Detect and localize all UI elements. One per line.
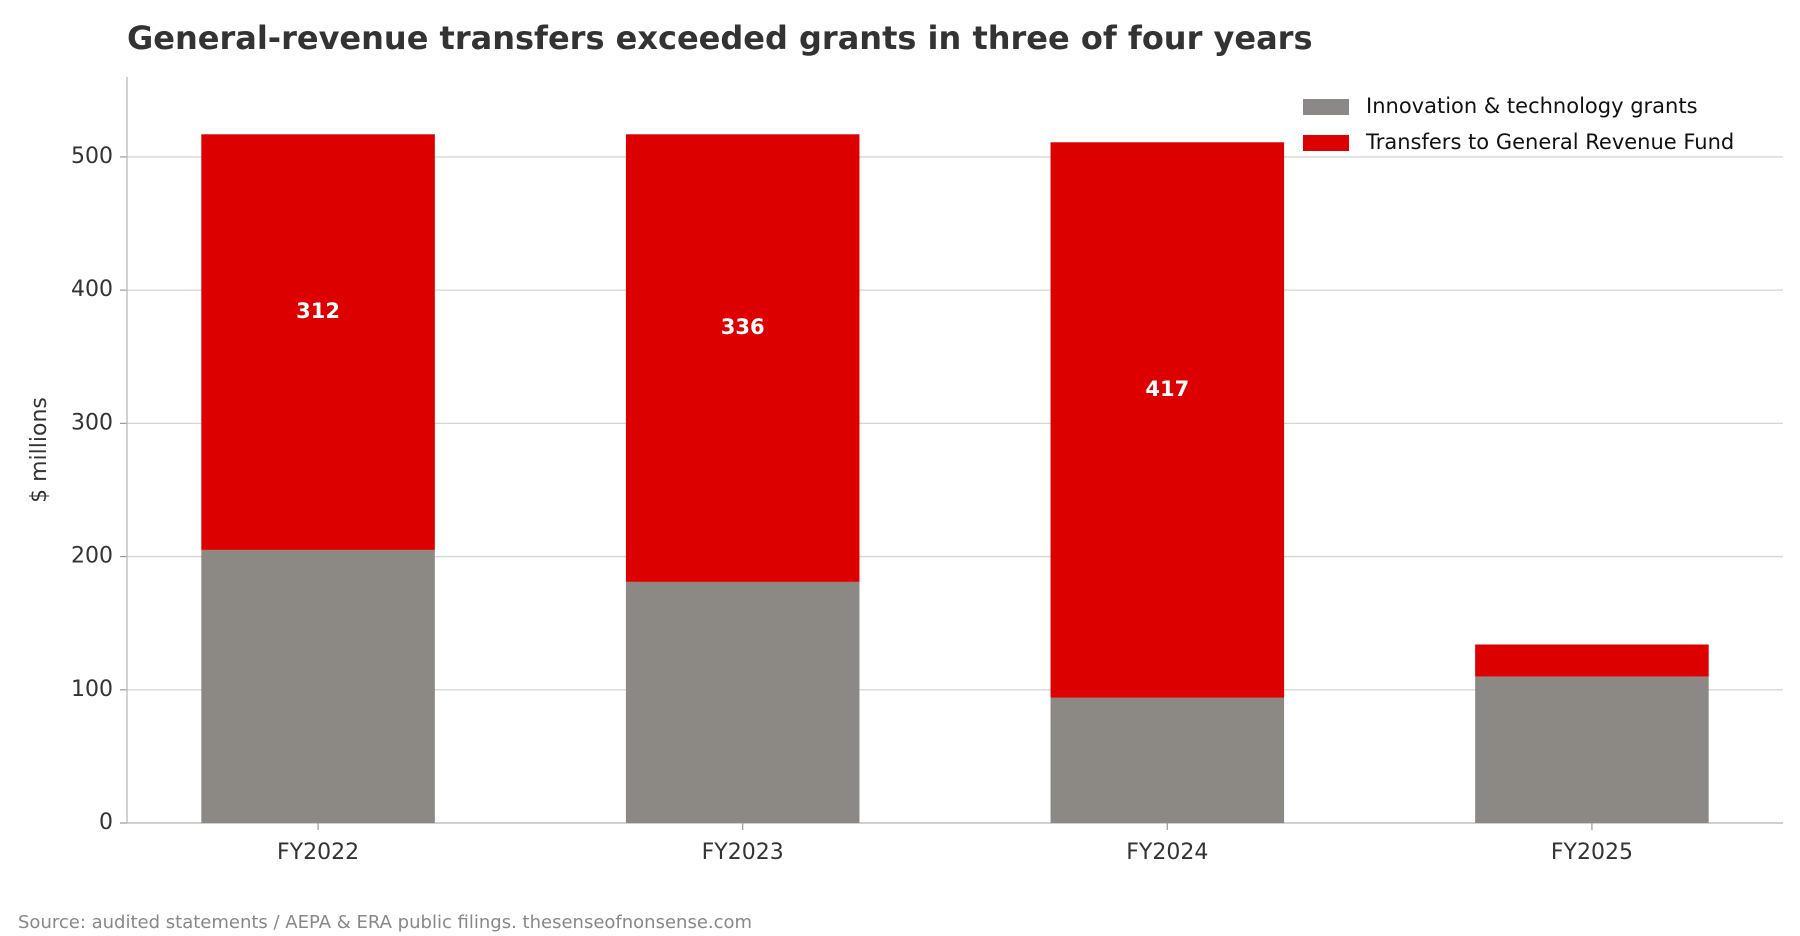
y-tick-label: 300 <box>71 410 113 435</box>
bar-segment <box>1475 644 1709 677</box>
data-label: 312 <box>296 299 340 323</box>
x-tick-label: FY2025 <box>1551 840 1633 865</box>
y-axis-label: $ millions <box>27 397 52 503</box>
bar-segment <box>625 581 860 823</box>
chart-title: General-revenue transfers exceeded grant… <box>127 19 1312 57</box>
bar-segment <box>625 134 860 582</box>
y-tick-label: 200 <box>71 544 113 569</box>
y-tick-label: 0 <box>99 810 113 835</box>
bar-segment <box>201 134 435 550</box>
bar-segment <box>1050 142 1285 698</box>
y-tick-label: 400 <box>71 277 113 302</box>
y-tick-label: 500 <box>71 144 113 169</box>
x-tick-label: FY2022 <box>277 840 359 865</box>
x-tick-label: FY2023 <box>702 840 784 865</box>
data-label: 417 <box>1145 377 1189 401</box>
bar-segment <box>1475 676 1709 823</box>
legend-key <box>1303 135 1349 151</box>
bar-segment <box>1050 697 1285 823</box>
y-tick-label: 100 <box>71 677 113 702</box>
bar-segment <box>201 549 435 823</box>
source-note: Source: audited statements / AEPA & ERA … <box>18 912 752 933</box>
legend-label: Transfers to General Revenue Fund <box>1365 130 1734 154</box>
data-label: 336 <box>721 315 765 339</box>
legend-label: Innovation & technology grants <box>1366 94 1698 118</box>
x-tick-label: FY2024 <box>1126 840 1208 865</box>
legend-key <box>1303 99 1349 115</box>
